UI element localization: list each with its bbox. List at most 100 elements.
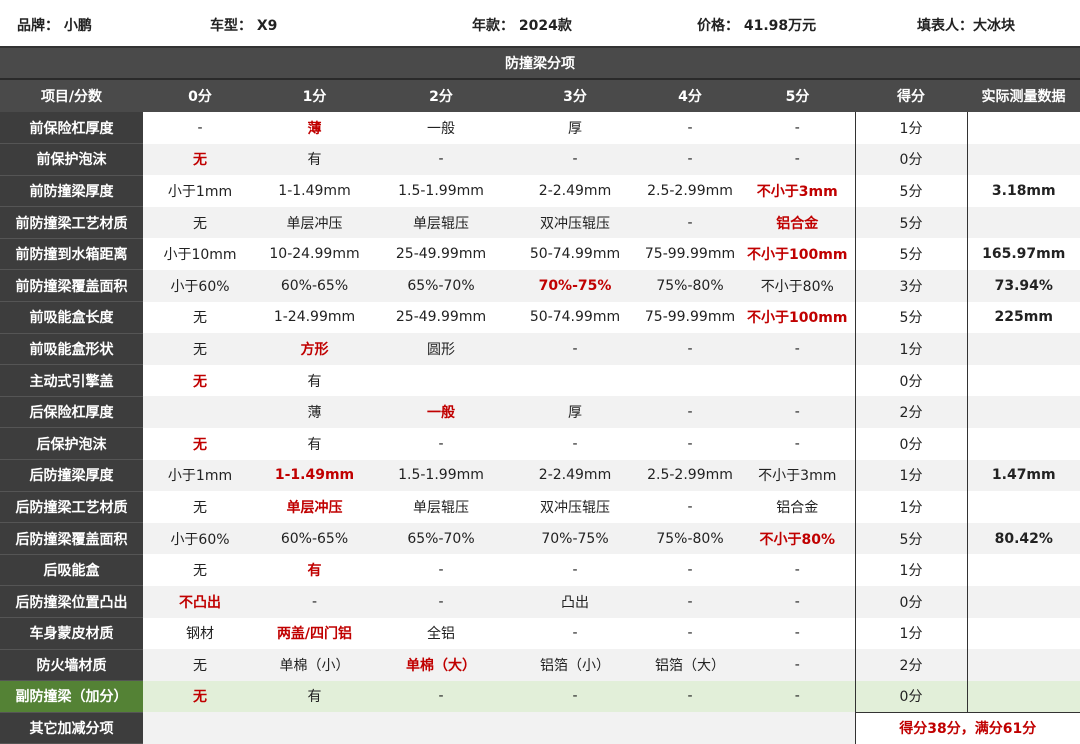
score-option-cell: 1.5-1.99mm — [372, 459, 510, 492]
score-option-cell: 双冲压辊压 — [510, 491, 640, 523]
table-row: 前防撞到水箱距离 小于10mm 10-24.99mm 25-49.99mm 50-74.… — [0, 238, 1080, 271]
measured-cell — [967, 333, 1080, 365]
score-option-cell: 65%-70% — [372, 522, 510, 555]
score-option-cell: 无 — [143, 554, 257, 586]
score-option-cell: 无 — [143, 301, 257, 334]
score-option-cell: - — [740, 554, 855, 586]
score-option-cell: 无 — [143, 206, 257, 239]
author: 填表人：大冰块 — [917, 18, 1015, 34]
row-label: 防火墙材质 — [0, 649, 143, 682]
score-option-cell: - — [740, 427, 855, 460]
score-option-cell: 小于60% — [143, 269, 257, 302]
column-header: 2分 — [372, 80, 510, 112]
score-option-cell: 有 — [257, 680, 372, 713]
score-option-cell: - — [372, 427, 510, 460]
score-cell: 2分 — [854, 649, 968, 681]
table-row: 前防撞梁工艺材质无单层冲压 单层辊压 双冲压辊压 - 铝合金 5分 — [0, 206, 1080, 239]
score-option-cell: 50-74.99mm — [510, 301, 640, 334]
score-option-cell — [372, 364, 510, 397]
score-option-cell: 60%-65% — [257, 522, 372, 555]
row-label: 后防撞梁覆盖面积 — [0, 522, 143, 555]
score-cell: 1分 — [854, 617, 968, 650]
measured-cell: 225mm — [967, 301, 1080, 334]
table-row: 车身蒙皮材质 钢材 两盖/四门铝 全铝 - - -1分 — [0, 617, 1080, 650]
score-option-cell: 75%-80% — [640, 269, 740, 302]
selected-cell: 不小于100mm — [740, 238, 855, 270]
score-option-cell: - — [740, 143, 855, 176]
score-option-cell: 钢材 — [143, 617, 257, 650]
score-option-cell: - — [372, 585, 510, 618]
score-option-cell: 70%-75% — [510, 522, 640, 555]
score-cell: 1分 — [854, 554, 968, 586]
score-option-cell: 小于1mm — [143, 459, 257, 492]
selected-cell: 单棉（大） — [372, 649, 510, 681]
score-option-cell: 25-49.99mm — [372, 301, 510, 334]
score-table: 项目/分数 0分 1分 2分 3分 4分 5分 得分 实际测量数据 前保险杠厚度 - 薄一般厚 - -1… — [0, 80, 1080, 744]
footer-row: 其它加减分项 得分38分，满分61分 — [0, 711, 1080, 744]
selected-cell: 方形 — [257, 333, 372, 365]
column-header: 项目/分数 — [0, 80, 143, 112]
score-cell: 5分 — [854, 238, 968, 270]
selected-cell: 无 — [143, 364, 257, 397]
score-cell: 5分 — [854, 522, 968, 555]
row-label: 后保护泡沫 — [0, 427, 143, 461]
year: 年款： 2024款 — [472, 18, 572, 34]
measured-cell — [967, 554, 1080, 586]
score-cell: 1分 — [854, 333, 968, 365]
measured-cell — [967, 585, 1080, 618]
score-option-cell: 75%-80% — [640, 522, 740, 555]
score-option-cell — [640, 364, 740, 397]
score-cell: 5分 — [854, 175, 968, 207]
measured-cell — [967, 206, 1080, 239]
score-option-cell — [143, 396, 257, 428]
row-label: 前防撞梁厚度 — [0, 175, 143, 208]
score-option-cell: - — [510, 143, 640, 176]
table-row: 副防撞梁（加分）无有 - - - -0分 — [0, 680, 1080, 713]
score-option-cell: - — [143, 112, 257, 144]
score-option-cell — [510, 364, 640, 397]
score-option-cell: - — [740, 396, 855, 428]
score-cell: 1分 — [854, 112, 968, 144]
measured-cell — [967, 364, 1080, 397]
selected-cell: 1-1.49mm — [257, 459, 372, 492]
selected-cell: 一般 — [372, 396, 510, 428]
measured-cell — [967, 112, 1080, 144]
score-option-cell: - — [640, 427, 740, 460]
table-row: 后吸能盒无有 - - - -1分 — [0, 554, 1080, 587]
row-label: 后吸能盒 — [0, 554, 143, 587]
score-cell: 0分 — [854, 143, 968, 176]
score-cell: 0分 — [854, 364, 968, 397]
score-option-cell: 单棉（小） — [257, 649, 372, 681]
score-option-cell: 单层辊压 — [372, 206, 510, 239]
score-cell: 0分 — [854, 680, 968, 713]
score-option-cell: - — [640, 554, 740, 586]
selected-cell: 不小于3mm — [740, 175, 855, 207]
measured-cell — [967, 396, 1080, 428]
score-option-cell: 1-24.99mm — [257, 301, 372, 334]
score-option-cell: 小于10mm — [143, 238, 257, 270]
row-label: 前防撞梁覆盖面积 — [0, 269, 143, 303]
score-cell: 0分 — [854, 585, 968, 618]
table-row: 前吸能盒形状无方形 圆形 - - -1分 — [0, 333, 1080, 366]
table-row: 前保险杠厚度 - 薄一般厚 - -1分 — [0, 112, 1080, 145]
table-row: 主动式引擎盖无有 0分 — [0, 364, 1080, 397]
score-option-cell: 单层辊压 — [372, 491, 510, 523]
row-label: 车身蒙皮材质 — [0, 617, 143, 650]
measured-cell — [967, 491, 1080, 523]
score-option-cell: 厚 — [510, 112, 640, 144]
score-option-cell: - — [510, 617, 640, 650]
header-row: 项目/分数 0分 1分 2分 3分 4分 5分 得分 实际测量数据 — [0, 80, 1080, 112]
row-label: 前吸能盒长度 — [0, 301, 143, 334]
table-row: 后防撞梁工艺材质无单层冲压 单层辊压 双冲压辊压 - 铝合金 1分 — [0, 491, 1080, 524]
selected-cell: 两盖/四门铝 — [257, 617, 372, 650]
row-label: 后保险杠厚度 — [0, 396, 143, 429]
measured-cell: 1.47mm — [967, 459, 1080, 492]
total-score: 得分38分，满分61分 — [854, 711, 1080, 744]
measured-cell: 3.18mm — [967, 175, 1080, 207]
measured-cell — [967, 143, 1080, 176]
score-option-cell: - — [372, 554, 510, 586]
score-option-cell: 50-74.99mm — [510, 238, 640, 270]
score-option-cell: - — [740, 585, 855, 618]
score-option-cell: - — [372, 680, 510, 713]
score-option-cell: - — [740, 680, 855, 713]
